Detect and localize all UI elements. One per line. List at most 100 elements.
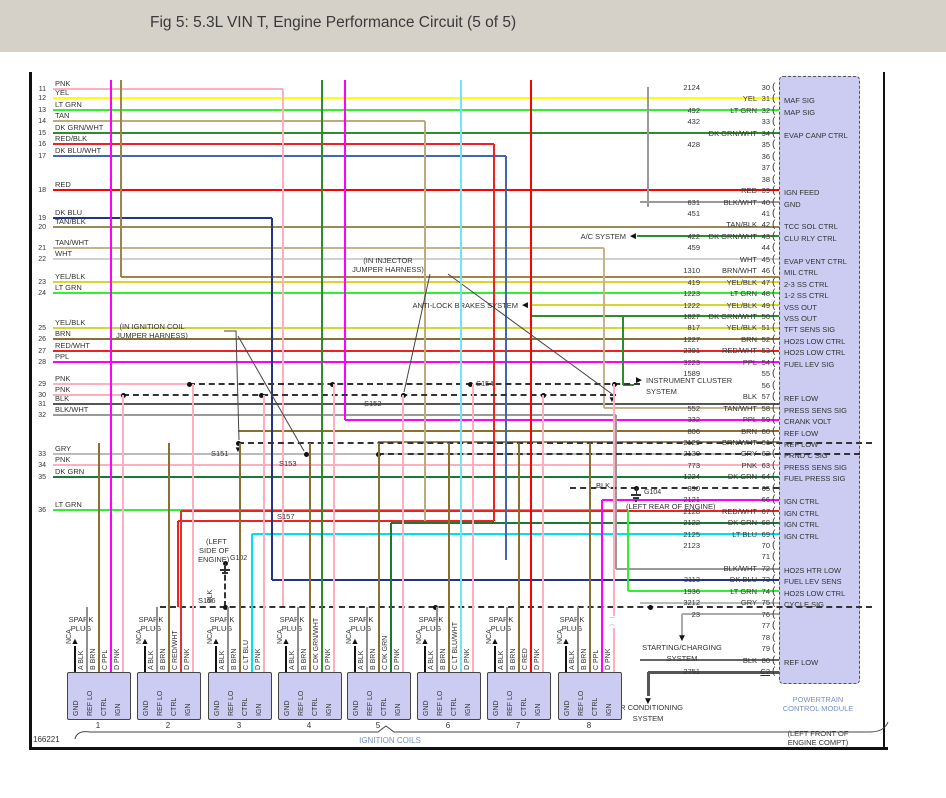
pcm-pin-wire-color: BLK [697,392,757,401]
coil-number: 6 [417,721,479,731]
pcm-pin-signal: MIL CTRL [784,268,818,277]
junction-dot [304,452,309,457]
left-wire-color: GRY [55,444,71,453]
left-wire-color: YEL/BLK [55,318,85,327]
system-arrow-down-icon: ▼ [677,634,687,644]
wire-segment [53,120,425,122]
coil-nca-wire-label: NCA [557,618,565,644]
pcm-pin-wire-color: TAN/BLK [697,220,757,229]
left-wire-color: BLK [55,394,69,403]
system-label: ANTI-LOCK BRAKES SYSTEM [358,301,518,310]
wire-color-vertical-label: BLK [207,575,215,603]
wire-segment [493,144,495,521]
left-wire-color: PNK [55,79,70,88]
pcm-pin-wire-number: 1227 [655,335,700,344]
pcm-pin-arc: ( [772,563,775,575]
pcm-pin-arc: ( [772,219,775,231]
wire-segment [505,156,507,560]
coil-d-wire [472,384,474,672]
wire-segment [30,747,888,750]
pointer-line [224,331,239,440]
pcm-pin-wire-number: 2129 [655,438,700,447]
pcm-pin-number: C2 [750,667,770,676]
pcm-pin-wire-number: 3113 [655,575,700,584]
wire-segment [271,218,273,580]
pcm-pin-number: 35 [750,140,770,149]
pcm-pin-signal: IGN CTRL [784,497,819,506]
pcm-pin-wire-number: 419 [655,278,700,287]
pcm-pin-wire-color: BLK/WHT [697,564,757,573]
pcm-pin-number: 55 [750,369,770,378]
pcm-pin-wire-number: 2751 [655,667,700,676]
pcm-pin-number: 74 [750,587,770,596]
pcm-pin-wire-number: 332 [655,415,700,424]
coil-d-wire [333,384,335,672]
left-wire-color: DK BLU [55,208,82,217]
pcm-pin-arc: ( [772,185,775,197]
pcm-pin-number: 68 [750,518,770,527]
wire-segment [29,72,32,750]
left-wire-number: 11 [28,86,46,94]
pcm-pin-number: 47 [750,278,770,287]
pcm-pin-arc: ( [772,288,775,300]
ground-bar [631,494,641,496]
pcm-pin-arc: ( [772,551,775,563]
pcm-pin-arc: ( [772,277,775,289]
coil-d-wire-label: D PNK [394,634,402,670]
pcm-pin-number: 60 [750,427,770,436]
wire-segment [53,247,604,249]
pcm-pin-wire-color: DK GRN [697,472,757,481]
pcm-pin-signal: IGN FEED [784,188,819,197]
pcm-pin-wire-color: DK GRN [697,518,757,527]
pcm-pin-wire-number: 631 [655,198,700,207]
pcm-pin-number: 48 [750,289,770,298]
left-wire-number: 25 [28,325,46,333]
pcm-pin-number: 42 [750,220,770,229]
coil-d-wire-label: D PNK [114,634,122,670]
ground-bar [633,497,639,499]
pcm-pin-wire-color: RED/WHT [697,346,757,355]
pcm-location: (LEFT FRONT OF ENGINE COMPT) [758,729,878,747]
pcm-pin-signal: TCC SOL CTRL [784,222,838,231]
left-wire-number: 20 [28,224,46,232]
left-wire-color: PNK [55,385,70,394]
left-wire-number: 16 [28,141,46,149]
coil-nca-wire-label: NCA [277,618,285,644]
pcm-pin-arc: ( [772,380,775,392]
pcm-pin-number: 78 [750,633,770,642]
pcm-pin-arc: ( [772,517,775,529]
pcm-pin-signal: IGN CTRL [784,532,819,541]
harness-note: JUMPER HARNESS) [107,331,197,340]
pcm-pin-arc: ( [772,300,775,312]
coil-c-wire-label: C RED [522,612,530,670]
left-wire-color: PPL [55,352,69,361]
pcm-pin-number: 56 [750,381,770,390]
left-wire-number: 17 [28,153,46,161]
system-label: INSTRUMENT CLUSTER [646,376,732,385]
coil-b-wire-label: B BRN [301,634,309,670]
left-wire-number: 32 [28,412,46,420]
figure-title: Fig 5: 5.3L VIN T, Engine Performance Ci… [150,14,516,32]
pcm-pin-number: 39 [750,186,770,195]
pcm-pin-number: 51 [750,323,770,332]
pcm-pin-arc: ( [772,93,775,105]
pcm-pin-wire-number: 1936 [655,587,700,596]
left-wire-number: 13 [28,107,46,115]
left-wire-color: DK BLU/WHT [55,146,101,155]
harness-note: JUMPER HARNESS) [343,265,433,274]
pcm-pin-number: 33 [750,117,770,126]
pcm-pin-arc: ( [772,82,775,94]
pcm-pin-number: 36 [750,152,770,161]
system-arrow-down-icon: ▼ [643,697,653,707]
pcm-pin-signal: REF LOW [784,429,818,438]
pcm-pin-wire-number: 806 [655,427,700,436]
pcm-pin-arc: ( [772,414,775,426]
coil-c-wire-label: C PPL [102,612,110,670]
coil-pin-label: REF LO [87,676,95,716]
pcm-pin-wire-number: 2130 [655,449,700,458]
coil-pin-label: IGN [606,676,614,716]
pcm-pin-number: 67 [750,507,770,516]
pcm-pin-signal: EVAP CANP CTRL [784,131,848,140]
pcm-pin-signal: CRANK VOLT [784,417,831,426]
left-wire-color: TAN/BLK [55,217,86,226]
